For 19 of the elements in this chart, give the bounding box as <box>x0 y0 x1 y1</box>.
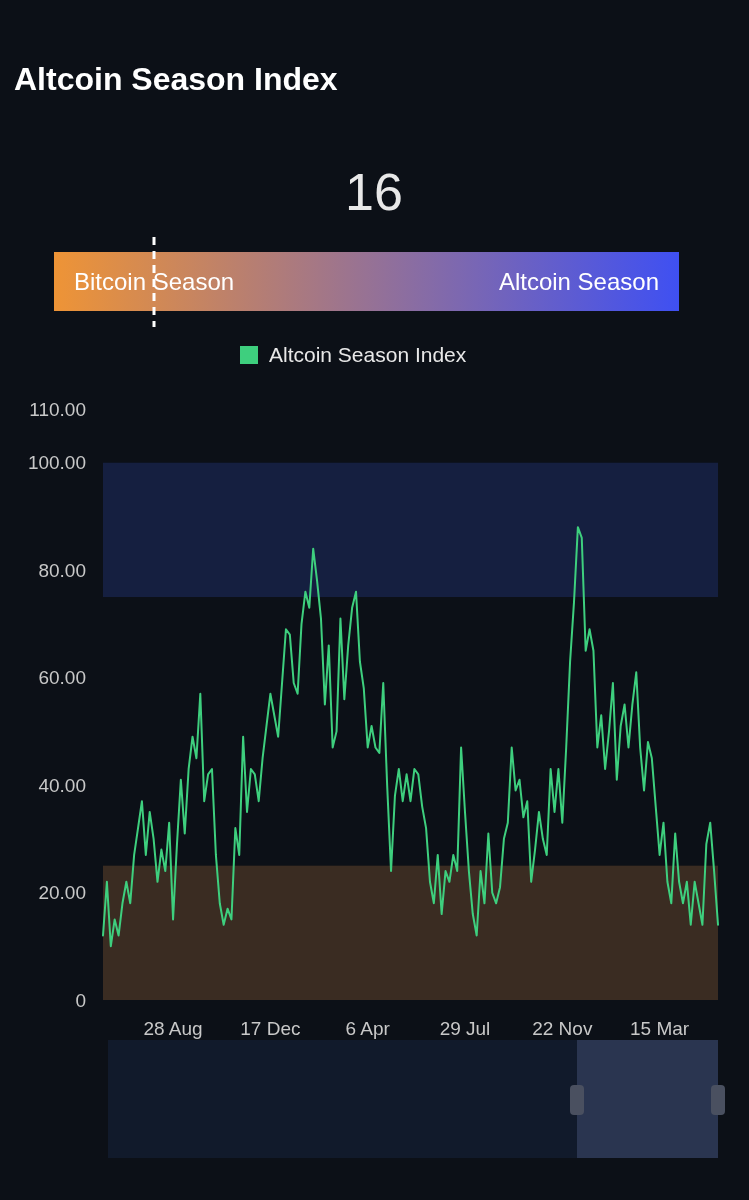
text: Altcoin Season Index <box>14 61 338 97</box>
x-tick-label: 28 Aug <box>143 1018 203 1039</box>
legend-label: Altcoin Season Index <box>269 343 467 367</box>
y-tick-label: 60.00 <box>38 667 86 689</box>
text: Bitcoin Season <box>74 268 235 295</box>
y-tick-label: 80.00 <box>38 559 86 581</box>
x-tick-label: 6 Apr <box>345 1018 391 1039</box>
y-tick-label: 0 <box>75 989 86 1011</box>
x-tick-label: 22 Nov <box>532 1018 593 1039</box>
text: Altcoin Season <box>498 268 659 295</box>
x-tick-label: 17 Dec <box>240 1018 301 1039</box>
data-label: 16 <box>345 163 403 221</box>
y-tick-label: 100.00 <box>27 452 86 474</box>
line-series <box>102 526 719 948</box>
y-tick-label: 40.00 <box>38 774 86 796</box>
x-tick-label: 29 Jul <box>439 1018 491 1039</box>
y-tick-label: 110.00 <box>29 398 86 420</box>
y-tick-label: 20.00 <box>38 882 86 904</box>
x-tick-label: 15 Mar <box>630 1018 690 1039</box>
